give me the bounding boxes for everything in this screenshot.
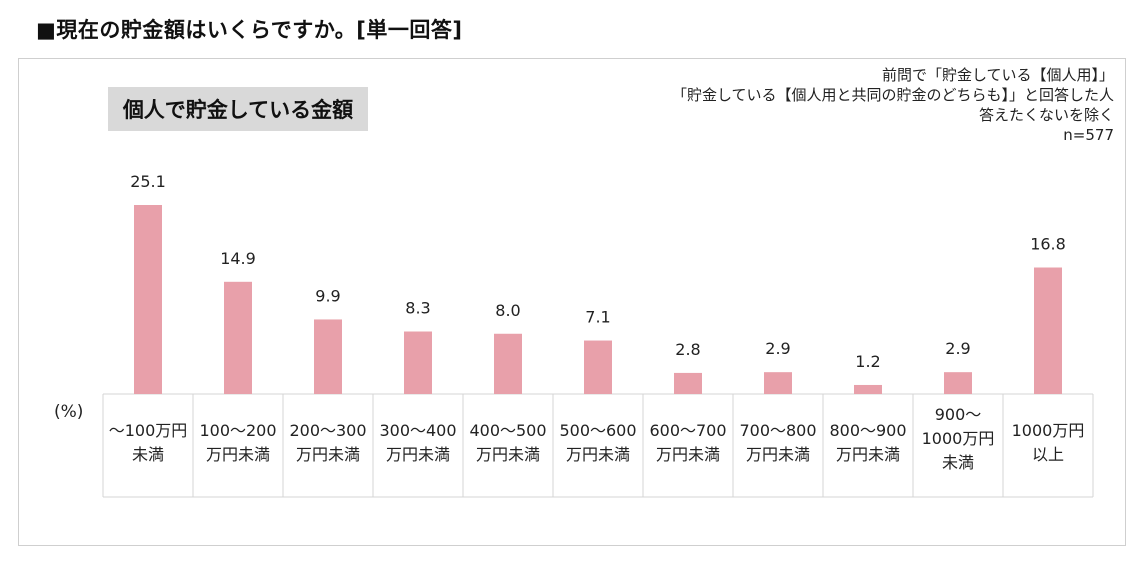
category-label: 800～900 — [829, 421, 906, 440]
category-label: 万円未満 — [746, 445, 810, 464]
category-label: 500～600 — [559, 421, 636, 440]
bar — [404, 331, 432, 394]
bar-value-label: 8.3 — [405, 299, 430, 318]
category-label: 600～700 — [649, 421, 726, 440]
bar — [134, 205, 162, 394]
chart-note-line-3: 答えたくないを除く — [978, 106, 1114, 124]
bar — [944, 372, 972, 394]
category-label: 200～300 — [289, 421, 366, 440]
bar-value-label: 2.8 — [675, 340, 700, 359]
bar-value-label: 2.9 — [765, 339, 790, 358]
unit-label: (%) — [54, 402, 84, 422]
category-label: 万円未満 — [296, 445, 360, 464]
category-label: 万円未満 — [656, 445, 720, 464]
bar — [584, 340, 612, 394]
bar-value-label: 14.9 — [220, 249, 256, 268]
bar — [854, 384, 882, 394]
category-label: 300～400 — [379, 421, 456, 440]
category-label: 万円未満 — [476, 445, 540, 464]
category-label: 万円未満 — [386, 445, 450, 464]
bar-value-label: 2.9 — [945, 339, 970, 358]
bar — [314, 319, 342, 394]
category-label: 400～500 — [469, 421, 546, 440]
chart-title: 個人で貯金している金額 — [108, 87, 368, 131]
bar — [224, 281, 252, 394]
bar — [764, 372, 792, 394]
bar-value-label: 9.9 — [315, 286, 340, 305]
sample-size: n=577 — [1063, 126, 1114, 144]
category-label: 1000万円 — [1012, 421, 1085, 440]
category-label: 1000万円 — [922, 429, 995, 448]
bar-value-label: 16.8 — [1030, 234, 1066, 253]
page-title: ■現在の貯金額はいくらですか。[単一回答] — [36, 18, 463, 42]
bar-value-label: 7.1 — [585, 308, 610, 327]
bar — [674, 372, 702, 394]
bar-value-label: 8.0 — [495, 301, 520, 320]
bar-value-label: 25.1 — [130, 172, 166, 191]
category-label: 万円未満 — [566, 445, 630, 464]
bar — [1034, 267, 1062, 394]
category-label: 以上 — [1032, 445, 1064, 464]
chart-note-line-2: 「貯金している【個人用と共同の貯金のどちらも】」と回答した人 — [671, 86, 1114, 104]
bar-value-label: 1.2 — [855, 352, 880, 371]
category-label: 100～200 — [199, 421, 276, 440]
category-label: 700～800 — [739, 421, 816, 440]
category-label: 万円未満 — [206, 445, 270, 464]
category-label: 未満 — [132, 445, 164, 464]
chart-frame — [18, 58, 1126, 546]
category-label: 万円未満 — [836, 445, 900, 464]
category-label: 900～ — [935, 405, 982, 424]
chart-note-line-1: 前問で「貯金している【個人用】」 — [881, 66, 1114, 84]
category-label: ～100万円 — [109, 421, 188, 440]
bar — [494, 333, 522, 394]
category-label: 未満 — [942, 453, 974, 472]
